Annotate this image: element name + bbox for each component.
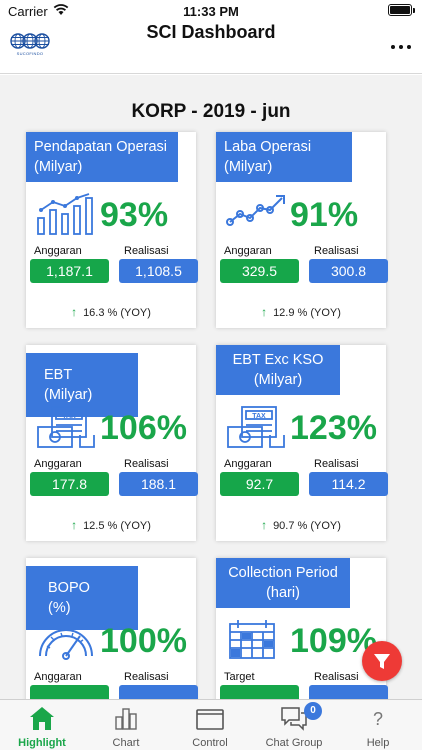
tab-label: Chart — [112, 737, 140, 749]
anggaran-value: 177.8 — [30, 472, 109, 496]
card-title: BOPO (%) — [26, 566, 138, 630]
yoy-growth: ↑ 16.3 % (YOY) — [26, 305, 196, 319]
svg-text:TAX: TAX — [62, 413, 76, 420]
yoy-growth: ↑ 90.7 % (YOY) — [216, 518, 386, 532]
logo-text: SUCOFINDO — [16, 51, 44, 56]
card-percent: 100% — [100, 622, 187, 660]
yoy-value: 12.9 % (YOY) — [273, 307, 341, 319]
kpi-card-bopo[interactable]: BOPO (%) 100% Anggaran Realisasi — [26, 558, 198, 699]
carrier-label: Carrier — [8, 4, 48, 19]
card-title: Laba Operasi (Milyar) — [216, 132, 352, 182]
realisasi-label: Realisasi — [124, 671, 169, 683]
more-dot-icon — [407, 45, 411, 49]
card-title: EBT Exc KSO (Milyar) — [216, 345, 340, 395]
realisasi-label: Realisasi — [314, 671, 359, 683]
more-dot-icon — [391, 45, 395, 49]
card-title: Pendapatan Operasi (Milyar) — [26, 132, 178, 182]
tax-icon: TAX — [227, 406, 285, 448]
period-label: KORP - 2019 - jun — [131, 101, 291, 122]
realisasi-label: Realisasi — [314, 245, 359, 257]
more-options-button[interactable] — [388, 40, 414, 54]
realisasi-value: 188.1 — [119, 472, 198, 496]
card-percent: 106% — [100, 409, 187, 447]
tab-highlight[interactable]: Highlight — [0, 700, 84, 750]
kpi-card-ebt[interactable]: EBT (Milyar) TAX 106% Anggaran Realisasi… — [26, 345, 198, 541]
tab-label: Help — [366, 737, 390, 749]
tab-control[interactable]: Control — [168, 700, 252, 750]
arrow-up-icon: ↑ — [261, 518, 268, 532]
filter-icon — [374, 654, 390, 669]
yoy-value: 16.3 % (YOY) — [83, 307, 151, 319]
sucofindo-logo: SUCOFINDO — [10, 32, 50, 58]
card-title: Collection Period (hari) — [216, 558, 350, 608]
anggaran-label: Anggaran — [224, 458, 272, 470]
realisasi-value: 1,108.5 — [119, 259, 198, 283]
anggaran-label: Anggaran — [34, 245, 82, 257]
folder-icon — [196, 709, 224, 730]
realisasi-value — [309, 685, 388, 699]
more-dot-icon — [399, 45, 403, 49]
yoy-growth: ↑ 12.9 % (YOY) — [216, 305, 386, 319]
arrow-up-icon: ↑ — [261, 305, 268, 319]
realisasi-value: 300.8 — [309, 259, 388, 283]
anggaran-value: 1,187.1 — [30, 259, 109, 283]
dashboard-content[interactable]: KORP - 2019 - jun Pendapatan Operasi (Mi… — [0, 75, 422, 699]
kpi-card-collection-period[interactable]: Collection Period (hari) 109% Target Rea… — [216, 558, 388, 699]
anggaran-label: Anggaran — [34, 458, 82, 470]
battery-icon — [388, 4, 415, 16]
realisasi-label: Realisasi — [124, 245, 169, 257]
globe-logo-icon — [10, 33, 50, 49]
arrow-up-icon: ↑ — [71, 518, 78, 532]
anggaran-value — [30, 685, 109, 699]
calendar-icon — [229, 620, 275, 659]
svg-text:TAX: TAX — [252, 413, 266, 420]
yoy-growth: ↑ 12.5 % (YOY) — [26, 518, 196, 532]
home-icon — [30, 707, 54, 730]
realisasi-value: 114.2 — [309, 472, 388, 496]
target-value — [220, 685, 299, 699]
page-title: SCI Dashboard — [146, 22, 276, 42]
target-label: Target — [224, 671, 255, 683]
bar-chart-icon — [37, 193, 93, 235]
tab-chat-group[interactable]: 0 Chat Group — [252, 700, 336, 750]
arrow-up-icon: ↑ — [71, 305, 78, 319]
tab-chart[interactable]: Chart — [84, 700, 168, 750]
tab-label: Highlight — [18, 737, 66, 749]
tab-label: Control — [192, 737, 228, 749]
tax-icon: TAX — [37, 406, 95, 448]
realisasi-label: Realisasi — [314, 458, 359, 470]
anggaran-label: Anggaran — [224, 245, 272, 257]
filter-button[interactable] — [362, 641, 402, 681]
wifi-icon — [53, 4, 69, 15]
realisasi-label: Realisasi — [124, 458, 169, 470]
line-chart-icon — [226, 195, 285, 226]
anggaran-value: 92.7 — [220, 472, 299, 496]
chat-badge: 0 — [304, 702, 322, 720]
help-icon: ? — [373, 709, 383, 729]
anggaran-value: 329.5 — [220, 259, 299, 283]
nav-bar: SUCOFINDO SCI Dashboard — [0, 22, 422, 74]
status-bar: Carrier 11:33 PM — [0, 0, 422, 22]
tab-help[interactable]: ? Help — [336, 700, 420, 750]
kpi-card-pendapatan-operasi[interactable]: Pendapatan Operasi (Milyar) 93% Anggaran… — [26, 132, 198, 328]
svg-text:?: ? — [373, 709, 383, 729]
realisasi-value — [119, 685, 198, 699]
card-percent: 93% — [100, 196, 169, 234]
gauge-icon — [39, 629, 93, 660]
tab-bar: Highlight Chart Control 0 Chat Group — [0, 699, 422, 750]
card-percent: 91% — [290, 196, 359, 234]
chart-icon — [115, 708, 137, 730]
status-time: 11:33 PM — [183, 4, 239, 19]
kpi-card-ebt-exc-kso[interactable]: EBT Exc KSO (Milyar) TAX 123% Anggaran R… — [216, 345, 388, 541]
card-percent: 123% — [290, 409, 377, 447]
yoy-value: 90.7 % (YOY) — [273, 520, 341, 532]
yoy-value: 12.5 % (YOY) — [83, 520, 151, 532]
tab-label: Chat Group — [265, 737, 323, 749]
anggaran-label: Anggaran — [34, 671, 82, 683]
kpi-card-laba-operasi[interactable]: Laba Operasi (Milyar) 91% Anggaran Reali… — [216, 132, 388, 328]
